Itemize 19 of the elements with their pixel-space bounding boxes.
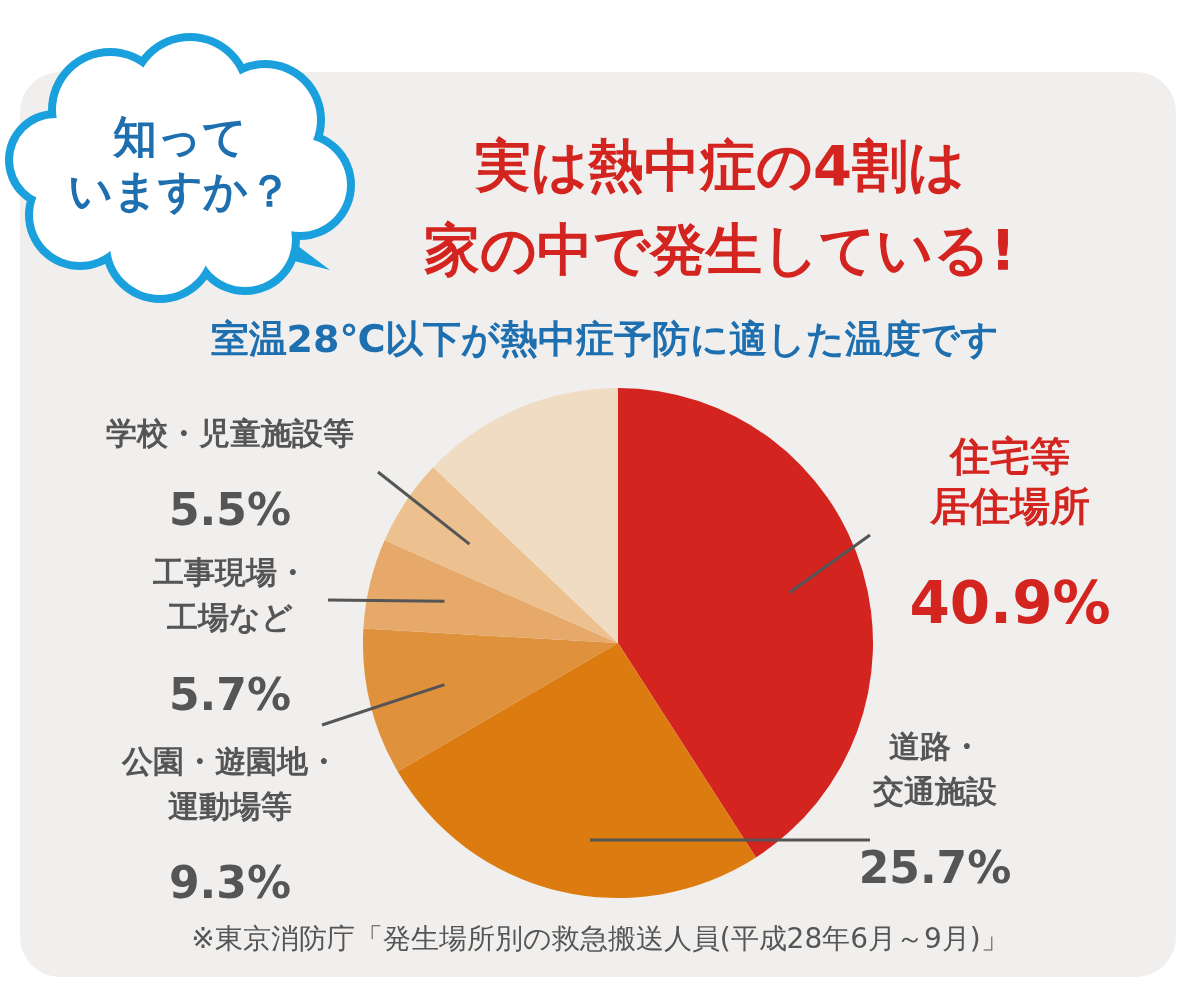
pie-slice [363,540,618,643]
data-label: 25.7% [858,841,1012,893]
pie-slice [433,388,618,643]
text: 知っていますか？ [68,111,292,216]
chart-subtitle: 室温28℃以下が熱中症予防に適した温度です [210,317,1000,361]
pie-slice [397,643,756,898]
pie-slice [384,467,618,643]
data-label: 5.7% [168,668,292,720]
slice-label: 道路・交通施設 [872,728,997,809]
slice-label: 学校・児童施設等 [106,415,354,451]
text: ※東京消防庁「発生場所別の救急搬送人員(平成28年6月～9月)」 [191,922,1009,955]
slice-label: 工事現場・工場など [151,554,308,635]
data-label: 9.3% [168,856,292,908]
slice-label: 住宅等居住場所 [929,433,1090,529]
pie-slice [363,628,618,772]
chart-title: 実は熱中症の4割は家の中で発生している! [424,133,1016,282]
data-label: 40.9% [909,569,1111,638]
data-label: 5.5% [168,483,292,535]
slice-label: 公園・遊園地・運動場等 [120,743,339,824]
